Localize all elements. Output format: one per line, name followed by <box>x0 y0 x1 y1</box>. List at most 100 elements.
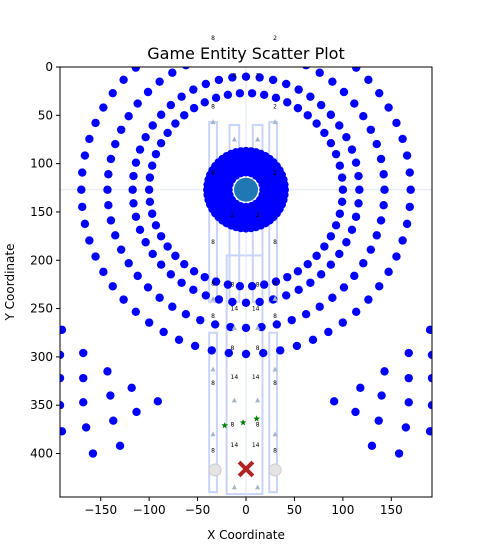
data-point <box>189 85 198 94</box>
data-point <box>427 401 432 410</box>
number-label: 2 <box>273 35 277 42</box>
y-tick-label: 100 <box>30 157 53 171</box>
data-point <box>328 293 337 302</box>
data-point <box>131 158 141 167</box>
data-point <box>351 158 361 167</box>
data-point <box>351 212 361 221</box>
number-label: 2 <box>231 212 235 219</box>
data-point <box>375 88 384 98</box>
gray-marker <box>268 463 282 477</box>
data-point <box>337 197 347 207</box>
data-point <box>180 111 189 120</box>
number-label: 8 <box>273 448 277 455</box>
data-point <box>210 320 220 329</box>
data-point <box>135 145 145 154</box>
data-point <box>201 79 211 89</box>
data-point <box>377 391 386 400</box>
arrow-marker <box>255 136 261 142</box>
number-label: 14 <box>252 306 260 313</box>
data-point <box>119 295 128 304</box>
data-point <box>380 185 389 194</box>
data-point <box>342 238 351 247</box>
data-point <box>350 271 359 281</box>
data-point <box>85 134 94 144</box>
number-label: 8 <box>211 280 215 287</box>
data-point <box>241 298 251 307</box>
data-point <box>366 125 376 134</box>
y-tick-label: 200 <box>30 253 53 267</box>
data-point <box>104 200 113 210</box>
data-point <box>119 75 128 85</box>
data-point <box>316 100 326 110</box>
data-point <box>303 259 312 269</box>
data-point <box>177 92 186 101</box>
data-point <box>81 423 91 432</box>
gray-marker <box>208 463 222 477</box>
data-point <box>156 260 166 269</box>
data-point <box>60 325 67 335</box>
data-point <box>375 282 384 291</box>
data-point <box>228 297 237 307</box>
data-point <box>351 307 361 316</box>
data-point <box>374 416 383 425</box>
data-point <box>354 171 363 181</box>
data-point <box>156 110 166 119</box>
arrow-marker <box>272 119 278 125</box>
zone-rect <box>268 331 278 494</box>
data-point <box>335 249 344 259</box>
data-point <box>372 139 381 149</box>
number-label: 8 <box>211 239 215 246</box>
data-point <box>79 373 88 383</box>
number-label: 8 <box>231 421 235 428</box>
data-point <box>324 327 333 337</box>
data-point <box>367 441 377 450</box>
data-point <box>398 236 407 245</box>
data-point <box>337 173 347 182</box>
data-point <box>196 315 205 325</box>
number-label: 8 <box>256 281 260 288</box>
data-point <box>326 110 336 119</box>
data-point <box>271 93 281 103</box>
data-point <box>189 267 199 276</box>
x-tick-label: 100 <box>331 503 354 517</box>
number-label: 14 <box>231 374 239 381</box>
data-point <box>255 297 264 307</box>
number-label: 8 <box>273 313 277 320</box>
data-point <box>339 87 349 97</box>
y-tick-label: 300 <box>30 350 53 364</box>
data-point <box>394 449 404 458</box>
star-marker <box>253 415 260 422</box>
y-tick-label: 150 <box>30 205 53 219</box>
data-point <box>60 401 65 410</box>
data-point <box>211 277 221 286</box>
data-point <box>78 202 87 212</box>
data-point <box>402 151 412 160</box>
number-label: 8 <box>211 104 215 111</box>
data-point <box>189 103 199 113</box>
data-point <box>174 335 184 344</box>
data-point <box>268 75 278 85</box>
number-label: 2 <box>256 212 260 219</box>
chart-title: Game Entity Scatter Plot <box>147 44 344 63</box>
data-point <box>60 350 65 360</box>
number-label: 2 <box>273 170 277 177</box>
data-point <box>168 68 177 77</box>
data-point-center <box>234 177 258 202</box>
data-point <box>147 209 157 218</box>
data-point <box>180 259 189 269</box>
data-point <box>141 238 150 247</box>
data-point <box>60 373 65 383</box>
data-point <box>335 121 344 130</box>
number-label: 8 <box>256 421 260 428</box>
data-point <box>359 259 368 268</box>
data-point <box>255 73 264 82</box>
data-point <box>376 154 386 164</box>
data-point <box>108 88 117 98</box>
data-point <box>356 383 365 393</box>
data-point <box>163 242 172 251</box>
data-point <box>281 291 291 300</box>
data-point <box>78 168 87 177</box>
data-point <box>320 128 329 138</box>
